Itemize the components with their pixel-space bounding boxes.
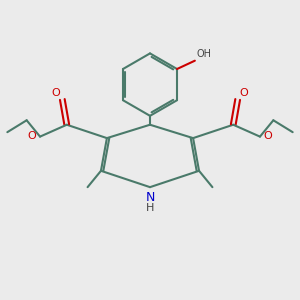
Text: N: N xyxy=(145,191,155,204)
Text: H: H xyxy=(146,202,154,213)
Text: O: O xyxy=(263,131,272,141)
Text: OH: OH xyxy=(196,49,211,59)
Text: O: O xyxy=(28,131,37,141)
Text: O: O xyxy=(51,88,60,98)
Text: O: O xyxy=(240,88,249,98)
